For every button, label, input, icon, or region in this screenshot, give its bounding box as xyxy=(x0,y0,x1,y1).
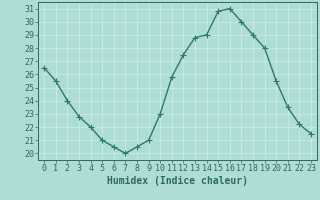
X-axis label: Humidex (Indice chaleur): Humidex (Indice chaleur) xyxy=(107,176,248,186)
